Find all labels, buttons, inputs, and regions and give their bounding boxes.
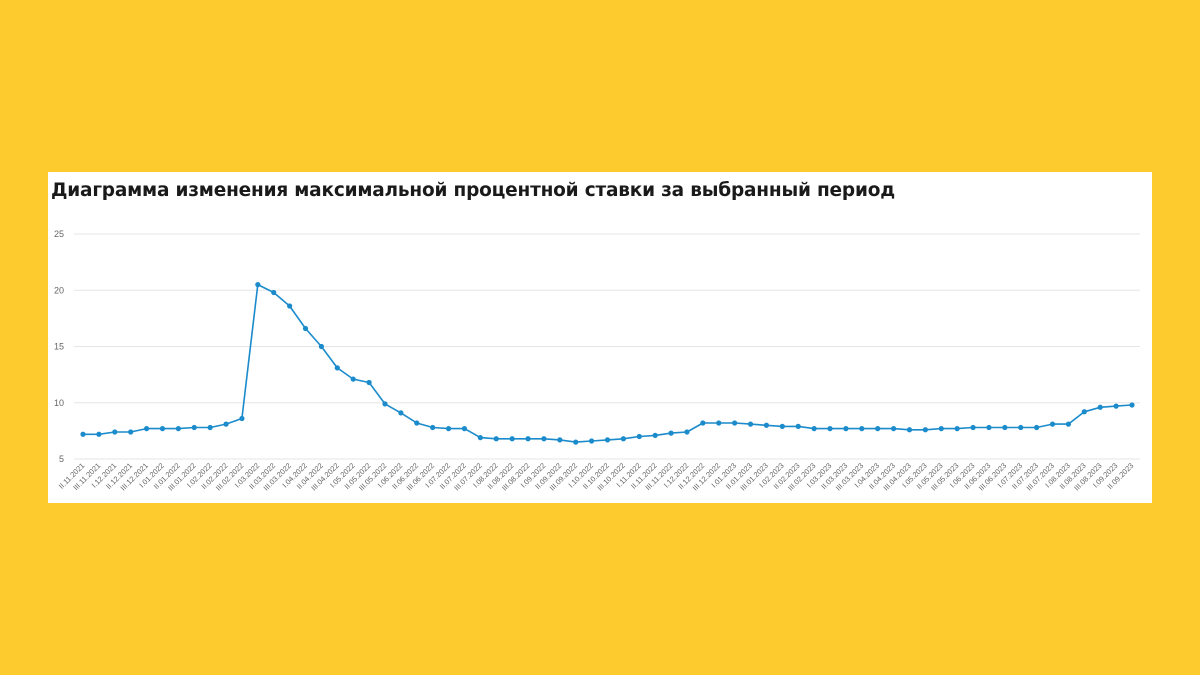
data-point[interactable] (1081, 409, 1087, 415)
data-point[interactable] (1129, 402, 1135, 408)
data-point[interactable] (795, 423, 801, 429)
data-point[interactable] (684, 429, 690, 435)
data-point[interactable] (922, 427, 928, 433)
data-point[interactable] (700, 420, 706, 426)
data-point[interactable] (652, 432, 658, 438)
data-point[interactable] (80, 431, 86, 437)
data-point[interactable] (302, 325, 309, 332)
data-point[interactable] (732, 420, 738, 426)
chart-title: Диаграмма изменения максимальной процент… (51, 180, 895, 201)
data-point[interactable] (255, 282, 261, 288)
data-point[interactable] (461, 426, 468, 432)
data-point[interactable] (843, 426, 849, 432)
data-point[interactable] (128, 429, 134, 435)
data-point[interactable] (271, 289, 277, 296)
data-point[interactable] (827, 426, 833, 432)
data-point[interactable] (636, 433, 642, 440)
y-tick-label: 15 (54, 342, 64, 352)
data-point[interactable] (1018, 424, 1024, 431)
data-point[interactable] (938, 426, 944, 432)
data-point[interactable] (207, 424, 213, 431)
data-point[interactable] (1034, 424, 1040, 431)
data-point[interactable] (541, 436, 547, 442)
y-tick-label: 25 (54, 229, 64, 239)
data-point[interactable] (175, 426, 181, 432)
data-point[interactable] (318, 343, 325, 350)
data-point[interactable] (398, 410, 404, 416)
data-point[interactable] (445, 426, 452, 432)
data-point[interactable] (763, 422, 770, 428)
grid-lines (74, 233, 1140, 460)
data-point[interactable] (1065, 421, 1072, 427)
data-point[interactable] (716, 420, 722, 426)
data-point[interactable] (1113, 403, 1119, 409)
data-point[interactable] (1097, 404, 1103, 410)
data-point[interactable] (620, 436, 626, 442)
data-point[interactable] (573, 439, 579, 445)
data-point[interactable] (779, 423, 785, 429)
data-point[interactable] (954, 426, 960, 432)
data-point[interactable] (239, 415, 245, 422)
x-axis-ticks: II.11.2021III.11.2021I.12.2021II.12.2021… (57, 461, 1136, 492)
data-point[interactable] (509, 436, 515, 442)
y-tick-label: 20 (54, 285, 64, 295)
data-point[interactable] (668, 430, 674, 436)
data-point[interactable] (811, 426, 817, 432)
data-point[interactable] (604, 437, 611, 443)
data-point[interactable] (875, 426, 881, 432)
data-point[interactable] (112, 429, 118, 435)
line-chart: 5 10 15 20 25 II.11.2021III.11.2021I.12.2021… (54, 229, 1140, 492)
data-point[interactable] (430, 424, 436, 431)
data-point[interactable] (859, 426, 865, 432)
data-point[interactable] (525, 436, 531, 442)
data-point[interactable] (986, 424, 992, 431)
data-point[interactable] (382, 401, 388, 407)
series-layer (80, 282, 1135, 445)
data-point[interactable] (223, 421, 229, 427)
data-point[interactable] (366, 379, 372, 386)
data-point[interactable] (747, 421, 754, 427)
data-point[interactable] (906, 427, 913, 433)
data-point[interactable] (589, 438, 595, 444)
y-axis-ticks: 5 10 15 20 25 (54, 229, 64, 464)
data-point[interactable] (96, 431, 102, 437)
data-point[interactable] (557, 437, 563, 443)
data-point[interactable] (159, 426, 166, 432)
data-point[interactable] (287, 303, 293, 309)
data-point[interactable] (350, 376, 356, 382)
data-point[interactable] (143, 426, 150, 432)
data-point[interactable] (970, 424, 976, 431)
y-tick-label: 10 (54, 398, 64, 408)
data-point[interactable] (1049, 421, 1056, 427)
y-tick-label: 5 (59, 454, 64, 464)
data-point[interactable] (493, 436, 499, 442)
data-point[interactable] (1002, 424, 1008, 431)
data-point[interactable] (334, 365, 340, 371)
data-point[interactable] (414, 420, 420, 426)
data-point[interactable] (477, 435, 483, 441)
data-point[interactable] (890, 426, 897, 432)
chart-card: Диаграмма изменения максимальной процент… (48, 172, 1152, 503)
data-point[interactable] (191, 424, 197, 431)
